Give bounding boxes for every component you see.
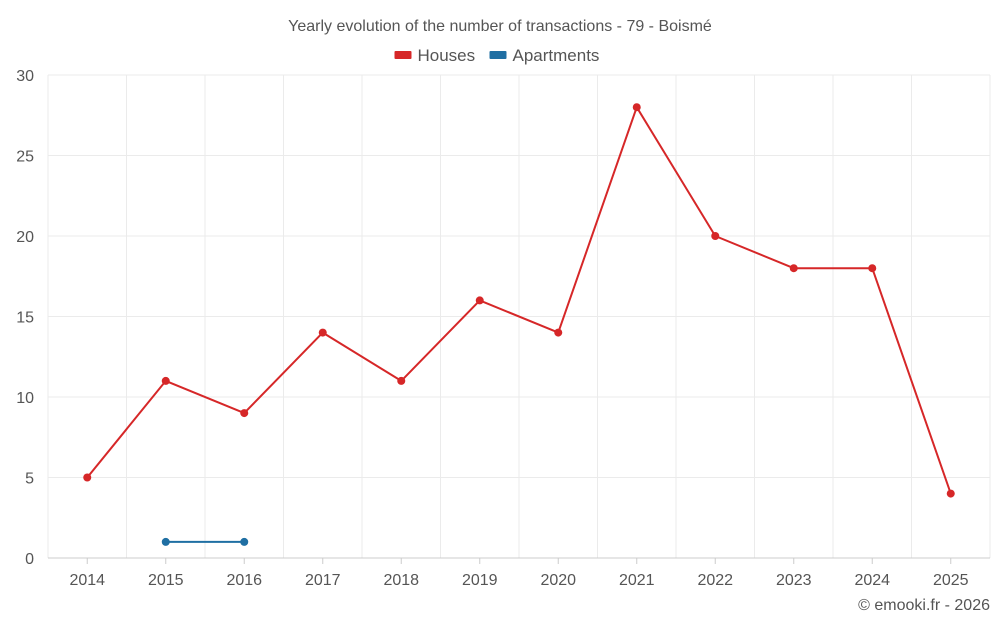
y-tick-label: 0 <box>25 551 34 568</box>
data-point-houses <box>475 296 484 305</box>
data-point-houses <box>789 264 798 273</box>
y-tick-label: 20 <box>16 229 34 246</box>
y-tick-label: 30 <box>16 68 34 85</box>
data-point-houses <box>318 328 327 337</box>
y-tick-label: 10 <box>16 390 34 407</box>
x-tick-label: 2021 <box>619 572 655 589</box>
series-apartments <box>161 537 249 546</box>
series-line-houses <box>86 106 952 494</box>
legend: Houses Apartments <box>394 46 600 65</box>
data-point-apartments <box>161 537 170 546</box>
data-point-houses <box>240 409 249 418</box>
legend-label-houses: Houses <box>418 46 476 65</box>
x-tick-label: 2022 <box>697 572 733 589</box>
y-tick-label: 5 <box>25 471 34 488</box>
data-point-houses <box>946 489 955 498</box>
x-tick-label: 2017 <box>305 572 341 589</box>
x-tick-label: 2014 <box>69 572 105 589</box>
credit: © emooki.fr - 2026 <box>858 597 990 614</box>
x-tick-label: 2016 <box>226 572 262 589</box>
data-point-houses <box>161 376 170 385</box>
data-point-houses <box>632 103 641 112</box>
x-tick-label: 2015 <box>148 572 184 589</box>
x-tick-label: 2023 <box>776 572 812 589</box>
x-tick-label: 2025 <box>933 572 969 589</box>
data-point-houses <box>554 328 563 337</box>
series-houses <box>83 103 955 498</box>
chart-title: Yearly evolution of the number of transa… <box>288 18 712 35</box>
data-point-houses <box>868 264 877 273</box>
data-point-houses <box>397 376 406 385</box>
x-tick-label: 2018 <box>383 572 419 589</box>
data-point-houses <box>83 473 92 482</box>
x-tick-label: 2020 <box>540 572 576 589</box>
legend-label-apartments: Apartments <box>513 46 600 65</box>
data-point-apartments <box>240 537 249 546</box>
legend-swatch-apartments <box>489 51 507 59</box>
data-point-houses <box>711 232 720 240</box>
y-tick-label: 25 <box>16 149 34 166</box>
series-layer <box>83 103 955 546</box>
x-tick-label: 2024 <box>854 572 890 589</box>
y-tick-label: 15 <box>16 310 34 327</box>
x-tick-label: 2019 <box>462 572 498 589</box>
legend-swatch-houses <box>394 51 412 59</box>
